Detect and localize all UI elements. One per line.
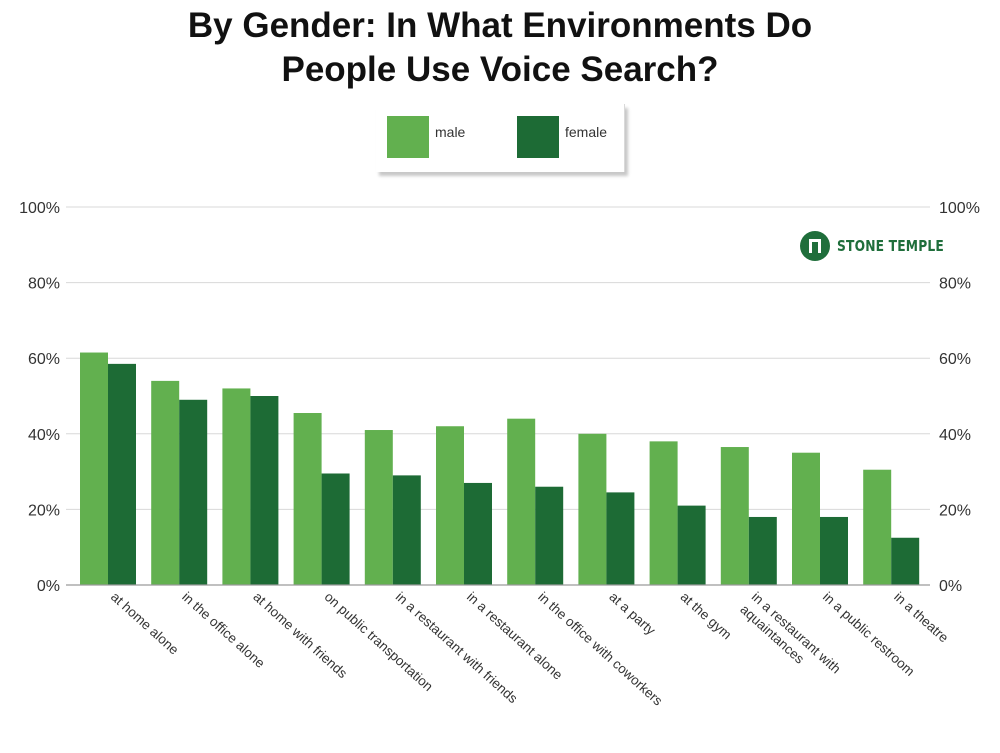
bar-female-2: [250, 396, 279, 585]
brand-name: STONE TEMPLE: [837, 237, 944, 255]
x-tick-label-4: in a restaurant with friends: [393, 589, 521, 706]
bar-female-7: [606, 492, 635, 585]
bar-male-1: [151, 380, 180, 585]
bar-male-4: [364, 430, 393, 585]
bar-male-3: [293, 413, 322, 585]
bar-male-0: [80, 352, 108, 585]
x-tick-label-11: in a theatre: [891, 589, 951, 645]
y-tick-label-left-20: 20%: [28, 502, 60, 519]
bar-male-9: [720, 447, 749, 585]
bar-male-10: [792, 452, 820, 585]
y-tick-label-right-0: 0%: [939, 578, 962, 595]
legend-label-male: male: [435, 124, 466, 140]
bar-female-9: [748, 516, 777, 585]
bar-female-0: [108, 363, 136, 585]
bar-female-8: [677, 505, 706, 585]
bar-male-8: [649, 441, 678, 585]
chart-title-line-1: By Gender: In What Environments Do: [187, 6, 813, 45]
chart-title: By Gender: In What Environments Do Peopl…: [0, 4, 1000, 92]
legend-label-female: female: [565, 124, 608, 140]
x-tick-label-7: at a party: [606, 589, 658, 638]
y-tick-label-right-80: 80%: [939, 276, 971, 293]
gridlines: [66, 206, 930, 510]
chart-legend: male female: [376, 104, 625, 172]
brand-logo: STONE TEMPLE: [800, 230, 967, 262]
legend-swatch-female: [517, 116, 559, 158]
bar-female-6: [535, 486, 564, 585]
y-tick-label-right-100: 100%: [939, 200, 980, 217]
bar-male-5: [436, 426, 464, 585]
legend-swatch-male: [387, 116, 429, 158]
y-tick-label-left-40: 40%: [28, 427, 60, 444]
bar-male-7: [578, 433, 607, 585]
y-tick-label-left-80: 80%: [28, 276, 60, 293]
brand-mark-icon: [800, 231, 830, 261]
x-tick-label-6: in the office with coworkers: [535, 589, 665, 709]
y-tick-label-right-40: 40%: [939, 427, 971, 444]
bar-female-4: [392, 475, 421, 585]
chart-title-line-2: People Use Voice Search?: [281, 50, 719, 89]
bar-female-1: [179, 399, 208, 585]
bar-male-11: [863, 469, 892, 585]
x-tick-label-0: at home alone: [108, 589, 182, 657]
bars: [80, 352, 920, 585]
y-tick-label-right-20: 20%: [939, 502, 971, 519]
bar-female-3: [321, 473, 350, 585]
y-tick-labels: 0% 0% 20% 20% 40% 40% 60% 60% 80% 80% 100% 100%: [19, 200, 980, 595]
bar-female-10: [820, 516, 848, 585]
y-tick-label-left-0: 0%: [37, 578, 60, 595]
bar-female-5: [464, 482, 492, 585]
x-tick-label-8: at the gym: [678, 589, 735, 642]
y-tick-label-left-60: 60%: [28, 351, 60, 368]
bar-female-11: [891, 537, 920, 585]
bar-male-6: [507, 418, 536, 585]
y-tick-label-right-60: 60%: [939, 351, 971, 368]
y-tick-label-left-100: 100%: [19, 200, 60, 217]
bar-male-2: [222, 388, 251, 585]
